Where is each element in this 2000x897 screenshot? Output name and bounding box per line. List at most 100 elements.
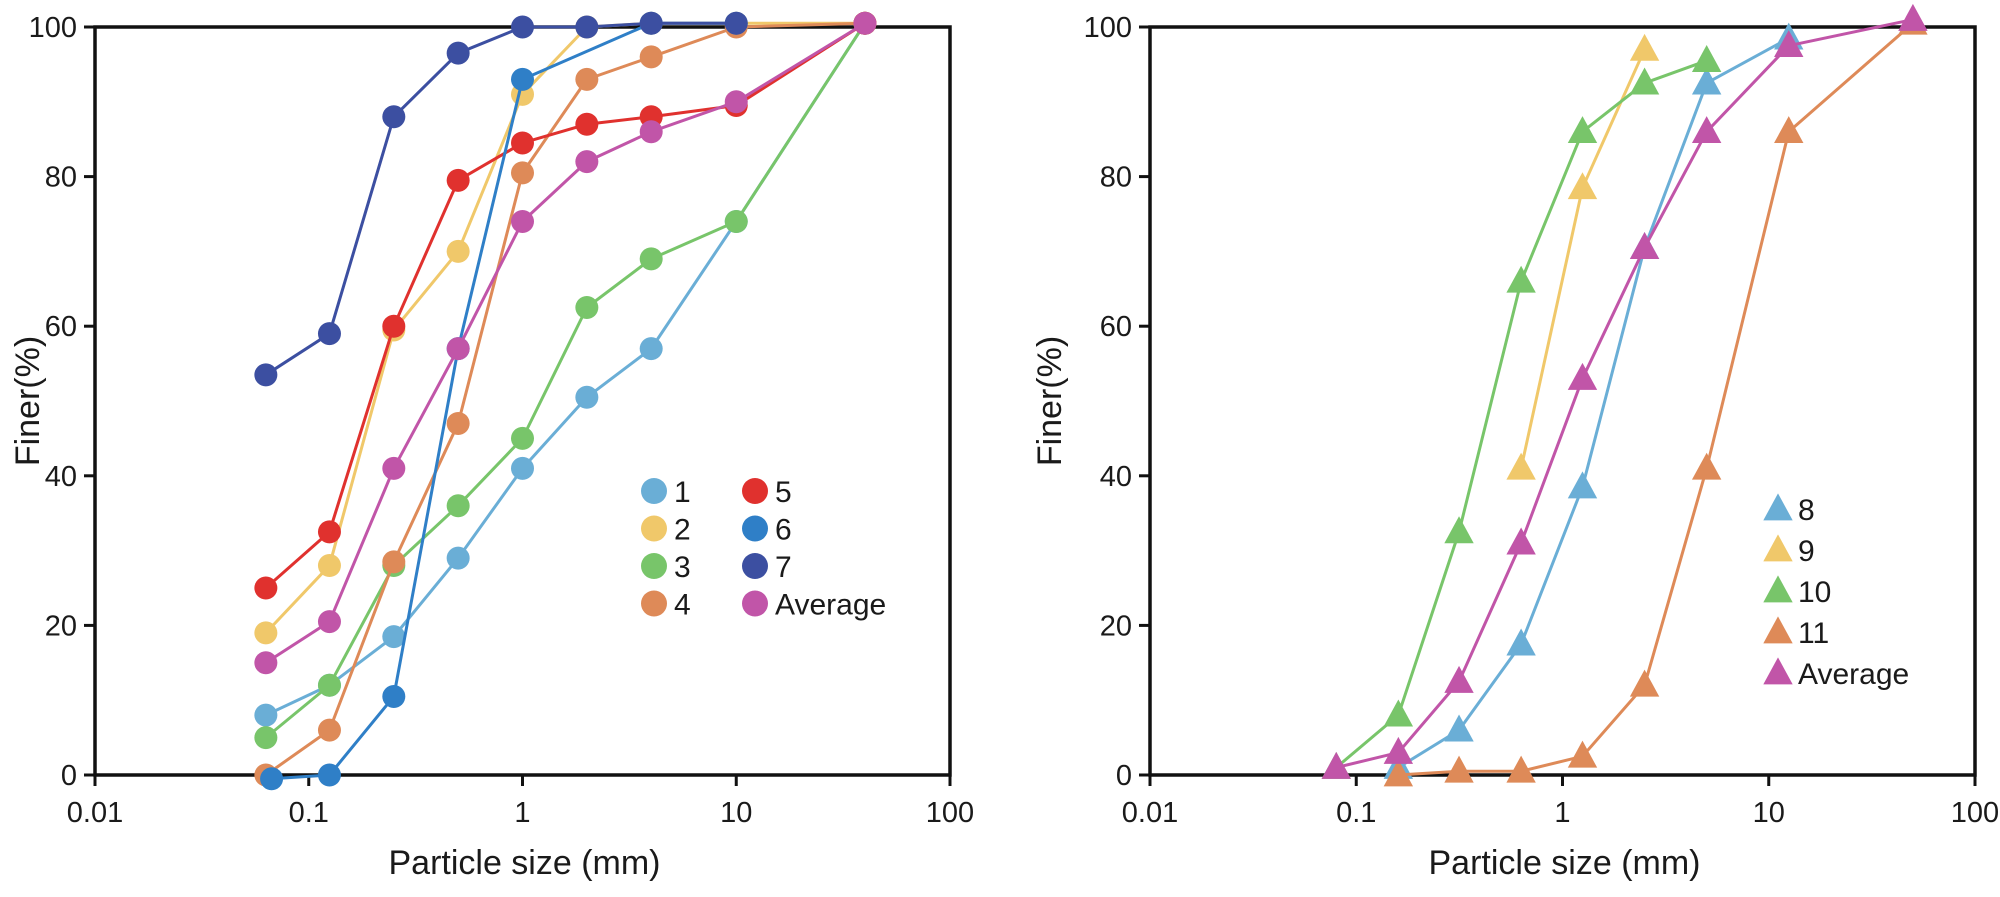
- data-point: [382, 684, 406, 708]
- data-point: [1383, 759, 1414, 787]
- data-point: [260, 767, 284, 791]
- data-point: [1506, 265, 1536, 293]
- x-tick-label: 100: [926, 797, 974, 829]
- y-tick-label: 20: [1100, 610, 1132, 642]
- x-tick-label: 100: [1951, 797, 1999, 829]
- data-point: [575, 296, 599, 319]
- legend-marker: [1763, 657, 1793, 685]
- data-point: [254, 703, 278, 727]
- data-point: [1691, 452, 1722, 480]
- x-tick-label: 1: [1554, 797, 1570, 829]
- y-axis-label: Finer(%): [9, 336, 47, 466]
- data-point: [1383, 699, 1414, 727]
- data-point: [1898, 3, 1928, 31]
- data-point: [1629, 67, 1660, 95]
- data-point: [1691, 45, 1722, 72]
- data-point: [446, 239, 470, 263]
- legend-label: 2: [674, 514, 691, 547]
- legend-marker: [1763, 534, 1793, 562]
- x-axis-label: Particle size (mm): [1428, 844, 1700, 882]
- data-point: [446, 411, 470, 435]
- y-tick-label: 100: [29, 12, 77, 44]
- data-point: [1629, 232, 1660, 259]
- data-point: [1567, 116, 1598, 144]
- data-point: [639, 45, 663, 69]
- x-tick-label: 0.01: [1122, 797, 1178, 829]
- series-average: [254, 11, 877, 675]
- legend-marker: [1763, 575, 1793, 603]
- legend-label: Average: [775, 589, 886, 622]
- data-point: [853, 11, 877, 35]
- data-point: [1567, 362, 1598, 390]
- data-point: [254, 576, 278, 600]
- legend-label: 1: [674, 476, 691, 509]
- series-line: [265, 21, 737, 377]
- data-point: [254, 363, 278, 387]
- x-axis-label: Particle size (mm): [388, 844, 660, 882]
- series-7: [254, 11, 748, 387]
- data-point: [317, 610, 341, 634]
- data-point: [1506, 755, 1536, 783]
- series-1: [254, 11, 877, 727]
- data-point: [511, 67, 534, 91]
- data-point: [511, 426, 534, 450]
- series-line: [1398, 22, 1914, 777]
- data-point: [639, 337, 663, 361]
- legend-marker: [641, 590, 667, 617]
- y-tick-label: 0: [1116, 760, 1132, 792]
- data-point: [1567, 172, 1598, 200]
- data-point: [382, 105, 406, 129]
- series-2: [254, 11, 877, 645]
- data-point: [382, 314, 406, 338]
- series-5: [254, 11, 877, 600]
- y-tick-label: 60: [45, 311, 77, 343]
- chart-panel-2: 0.01 0.1 1 10 100 0 20 40 60 80 100 Particle size (…: [1031, 3, 1999, 882]
- data-point: [511, 456, 534, 480]
- data-point: [317, 673, 341, 697]
- legend: 8 9 10 11 Average: [1763, 493, 1909, 691]
- y-tick-label: 0: [61, 760, 77, 792]
- y-tick-label: 40: [45, 461, 77, 493]
- legend-marker: [1763, 616, 1793, 644]
- series-6: [260, 11, 748, 791]
- legend-label: 5: [775, 476, 792, 509]
- data-point: [724, 11, 748, 35]
- data-point: [511, 209, 534, 233]
- data-point: [382, 456, 406, 480]
- y-tick-label: 100: [1084, 12, 1132, 44]
- data-point: [511, 161, 534, 185]
- legend-label: 6: [775, 514, 792, 547]
- data-point: [639, 247, 663, 271]
- data-point: [1774, 30, 1804, 58]
- series-line: [1397, 36, 1790, 769]
- data-point: [1444, 665, 1474, 693]
- data-point: [1567, 471, 1598, 499]
- data-point: [317, 520, 341, 544]
- x-tick-label: 1: [514, 797, 530, 829]
- series-3: [254, 11, 877, 750]
- data-point: [511, 15, 534, 39]
- legend-label: 8: [1798, 494, 1815, 527]
- data-point: [1567, 740, 1598, 768]
- data-point: [382, 550, 406, 574]
- data-point: [575, 67, 599, 91]
- data-point: [1444, 516, 1474, 544]
- data-point: [1506, 628, 1536, 656]
- y-tick-label: 80: [45, 162, 77, 194]
- legend-label: 10: [1798, 576, 1831, 609]
- legend-marker: [742, 590, 768, 617]
- x-tick-label: 0.1: [289, 797, 329, 829]
- data-point: [639, 11, 663, 35]
- legend-marker: [742, 478, 768, 504]
- data-point: [1444, 714, 1474, 742]
- data-point: [317, 718, 341, 742]
- legend-label: 11: [1798, 617, 1829, 650]
- data-point: [254, 621, 278, 645]
- data-point: [575, 385, 599, 409]
- data-point: [1691, 67, 1722, 95]
- data-point: [446, 546, 470, 570]
- data-point: [724, 90, 748, 114]
- data-point: [575, 15, 599, 39]
- data-point: [446, 337, 470, 361]
- data-point: [317, 554, 341, 578]
